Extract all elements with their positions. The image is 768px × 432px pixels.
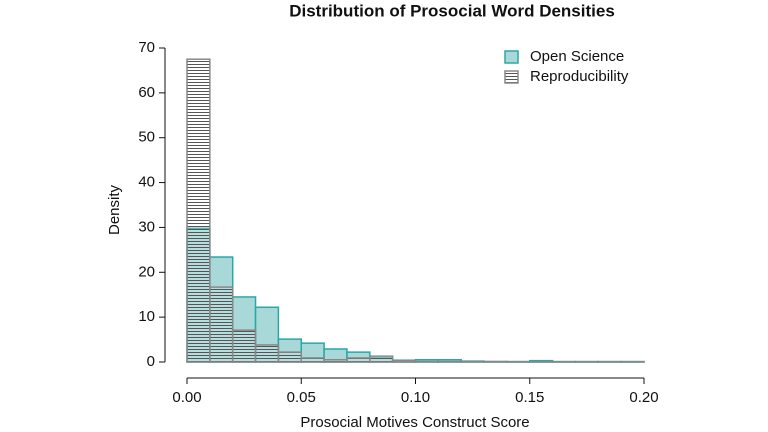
histogram-bar	[277, 351, 302, 363]
y-axis-label: Density	[106, 184, 123, 235]
y-tick-label: 20	[138, 263, 155, 280]
y-tick-label: 70	[138, 39, 155, 56]
x-tick-label: 0.05	[287, 389, 316, 406]
histogram-bar	[300, 357, 325, 363]
legend-swatch	[504, 70, 519, 84]
x-tick-label: 0.00	[172, 389, 201, 406]
y-tick-label: 60	[138, 84, 155, 101]
legend-swatch	[504, 50, 519, 64]
histogram-bar	[369, 355, 394, 363]
x-tick-label: 0.20	[629, 389, 658, 406]
x-axis-label: Prosocial Motives Construct Score	[300, 414, 529, 431]
y-tick-label: 40	[138, 174, 155, 191]
legend-label: Open Science	[530, 48, 624, 65]
y-tick-label: 50	[138, 129, 155, 146]
histogram-bar	[231, 329, 257, 363]
histogram-bar	[323, 359, 348, 363]
y-tick-label: 0	[147, 353, 155, 370]
histogram-bar	[209, 286, 234, 363]
histogram-bar	[254, 344, 280, 363]
y-tick-label: 10	[138, 308, 155, 325]
histogram-bar	[186, 58, 211, 363]
y-tick-label: 30	[138, 218, 155, 235]
x-tick-label: 0.10	[401, 389, 430, 406]
chart-title: Distribution of Prosocial Word Densities	[289, 1, 615, 20]
histogram-bar	[391, 359, 417, 363]
x-tick-label: 0.15	[515, 389, 544, 406]
legend-label: Reproducibility	[530, 68, 629, 85]
histogram-bar	[346, 357, 371, 363]
